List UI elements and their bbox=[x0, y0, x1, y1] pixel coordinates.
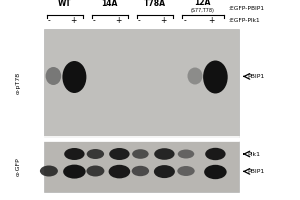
Ellipse shape bbox=[62, 61, 86, 93]
Ellipse shape bbox=[204, 165, 227, 179]
Ellipse shape bbox=[87, 149, 104, 159]
Text: Plk1: Plk1 bbox=[248, 152, 261, 156]
Ellipse shape bbox=[109, 148, 130, 160]
Bar bbox=[44, 29, 238, 137]
Text: PBIP1: PBIP1 bbox=[248, 74, 265, 79]
Text: α-pT78: α-pT78 bbox=[16, 72, 20, 94]
Ellipse shape bbox=[109, 165, 130, 178]
Ellipse shape bbox=[177, 166, 195, 176]
Ellipse shape bbox=[86, 166, 104, 177]
Ellipse shape bbox=[188, 68, 202, 84]
Ellipse shape bbox=[154, 148, 175, 160]
Text: T78A: T78A bbox=[143, 0, 166, 8]
Ellipse shape bbox=[203, 60, 228, 94]
Ellipse shape bbox=[64, 148, 85, 160]
Text: :EGFP-Plk1: :EGFP-Plk1 bbox=[228, 18, 260, 22]
Ellipse shape bbox=[178, 150, 194, 158]
Text: PBIP1: PBIP1 bbox=[248, 169, 265, 174]
Text: -: - bbox=[183, 16, 186, 25]
Ellipse shape bbox=[46, 67, 61, 85]
Bar bbox=[44, 141, 238, 192]
Text: (S77,T78): (S77,T78) bbox=[190, 8, 214, 13]
Ellipse shape bbox=[205, 148, 226, 160]
Ellipse shape bbox=[132, 166, 149, 176]
Ellipse shape bbox=[154, 165, 175, 178]
Text: +: + bbox=[208, 16, 214, 25]
Ellipse shape bbox=[63, 165, 86, 179]
Text: :EGFP-PBIP1: :EGFP-PBIP1 bbox=[228, 5, 264, 10]
Text: +: + bbox=[115, 16, 122, 25]
Ellipse shape bbox=[40, 166, 58, 177]
Text: -: - bbox=[92, 16, 95, 25]
Text: -: - bbox=[137, 16, 140, 25]
Text: WT: WT bbox=[58, 0, 71, 8]
Text: 14A: 14A bbox=[101, 0, 118, 8]
Text: 12A: 12A bbox=[194, 0, 211, 7]
Text: +: + bbox=[70, 16, 77, 25]
Text: +: + bbox=[160, 16, 167, 25]
Text: -: - bbox=[47, 16, 50, 25]
Text: α-GFP: α-GFP bbox=[16, 157, 20, 176]
Ellipse shape bbox=[132, 149, 149, 159]
